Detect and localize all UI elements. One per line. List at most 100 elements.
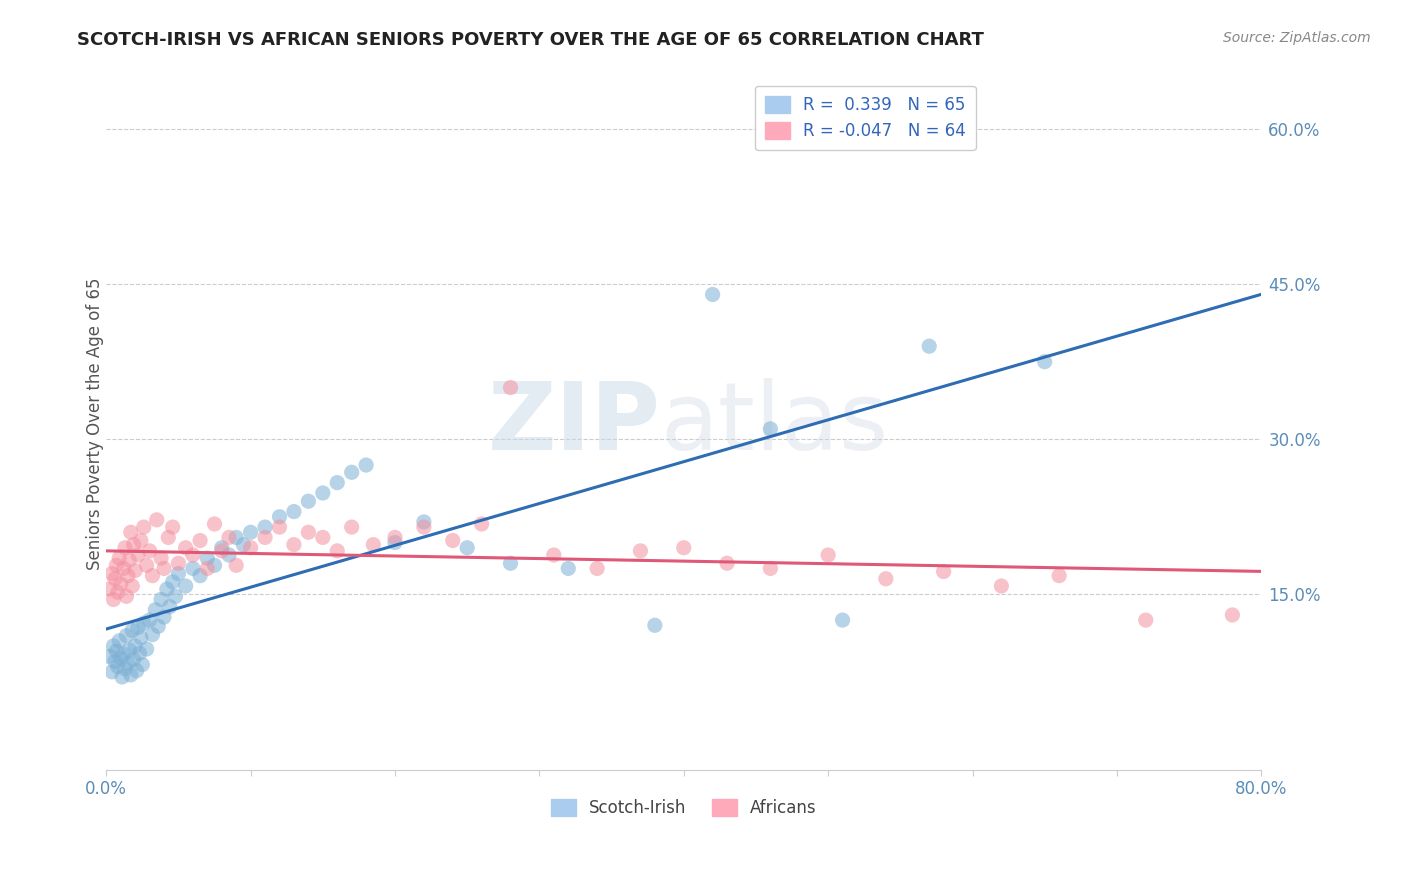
Point <box>131 657 153 672</box>
Point <box>340 520 363 534</box>
Point <box>326 544 349 558</box>
Point <box>297 525 319 540</box>
Point <box>120 668 142 682</box>
Point <box>918 339 941 353</box>
Point <box>129 631 152 645</box>
Y-axis label: Seniors Poverty Over the Age of 65: Seniors Poverty Over the Age of 65 <box>86 277 104 570</box>
Point <box>326 475 349 490</box>
Point <box>114 541 136 555</box>
Point <box>932 565 955 579</box>
Point <box>108 551 131 566</box>
Point <box>204 558 226 573</box>
Point <box>312 530 335 544</box>
Point <box>283 538 305 552</box>
Point <box>412 520 434 534</box>
Point <box>127 620 149 634</box>
Point <box>138 544 160 558</box>
Point <box>115 629 138 643</box>
Point <box>162 520 184 534</box>
Point <box>239 541 262 555</box>
Point <box>644 618 666 632</box>
Text: SCOTCH-IRISH VS AFRICAN SENIORS POVERTY OVER THE AGE OF 65 CORRELATION CHART: SCOTCH-IRISH VS AFRICAN SENIORS POVERTY … <box>77 31 984 49</box>
Point <box>218 530 240 544</box>
Point <box>114 662 136 676</box>
Point <box>174 579 197 593</box>
Point <box>135 642 157 657</box>
Point <box>101 566 124 581</box>
Point <box>195 551 218 566</box>
Point <box>225 558 247 573</box>
Point <box>121 579 143 593</box>
Legend: Scotch-Irish, Africans: Scotch-Irish, Africans <box>544 792 824 824</box>
Point <box>112 647 135 661</box>
Point <box>1222 607 1244 622</box>
Point <box>141 627 163 641</box>
Point <box>239 525 262 540</box>
Point <box>122 538 145 552</box>
Point <box>124 564 146 578</box>
Point <box>148 619 170 633</box>
Point <box>543 548 565 562</box>
Point <box>672 541 695 555</box>
Point <box>817 548 839 562</box>
Point <box>157 530 180 544</box>
Point <box>165 590 187 604</box>
Point <box>188 568 211 582</box>
Point <box>218 548 240 562</box>
Point <box>225 530 247 544</box>
Text: atlas: atlas <box>661 377 889 470</box>
Point <box>195 561 218 575</box>
Point <box>135 558 157 573</box>
Point <box>630 544 652 558</box>
Point <box>412 515 434 529</box>
Point <box>103 639 125 653</box>
Point <box>211 544 233 558</box>
Point <box>146 513 169 527</box>
Point <box>156 582 179 596</box>
Point <box>121 624 143 638</box>
Point <box>586 561 609 575</box>
Point <box>111 670 134 684</box>
Point <box>759 422 782 436</box>
Point <box>384 535 406 549</box>
Point <box>118 643 141 657</box>
Point <box>159 599 181 614</box>
Point <box>125 664 148 678</box>
Point <box>153 610 176 624</box>
Point <box>456 541 478 555</box>
Point <box>98 649 121 664</box>
Point <box>108 633 131 648</box>
Point <box>150 592 173 607</box>
Point <box>269 509 291 524</box>
Point <box>107 585 129 599</box>
Point <box>162 574 184 589</box>
Point <box>716 556 738 570</box>
Point <box>499 556 522 570</box>
Point <box>312 486 335 500</box>
Point <box>104 655 127 669</box>
Point <box>143 603 166 617</box>
Point <box>107 659 129 673</box>
Point <box>254 530 277 544</box>
Point <box>115 590 138 604</box>
Point <box>384 530 406 544</box>
Point <box>340 465 363 479</box>
Point <box>112 561 135 575</box>
Point <box>471 516 494 531</box>
Point <box>254 520 277 534</box>
Point <box>1033 354 1056 368</box>
Point <box>104 572 127 586</box>
Point <box>150 551 173 566</box>
Point <box>188 533 211 548</box>
Point <box>129 533 152 548</box>
Text: Source: ZipAtlas.com: Source: ZipAtlas.com <box>1223 31 1371 45</box>
Point <box>181 548 204 562</box>
Point <box>831 613 853 627</box>
Point <box>153 561 176 575</box>
Point <box>557 561 579 575</box>
Point <box>132 520 155 534</box>
Point <box>132 616 155 631</box>
Point <box>120 525 142 540</box>
Point <box>124 639 146 653</box>
Point <box>441 533 464 548</box>
